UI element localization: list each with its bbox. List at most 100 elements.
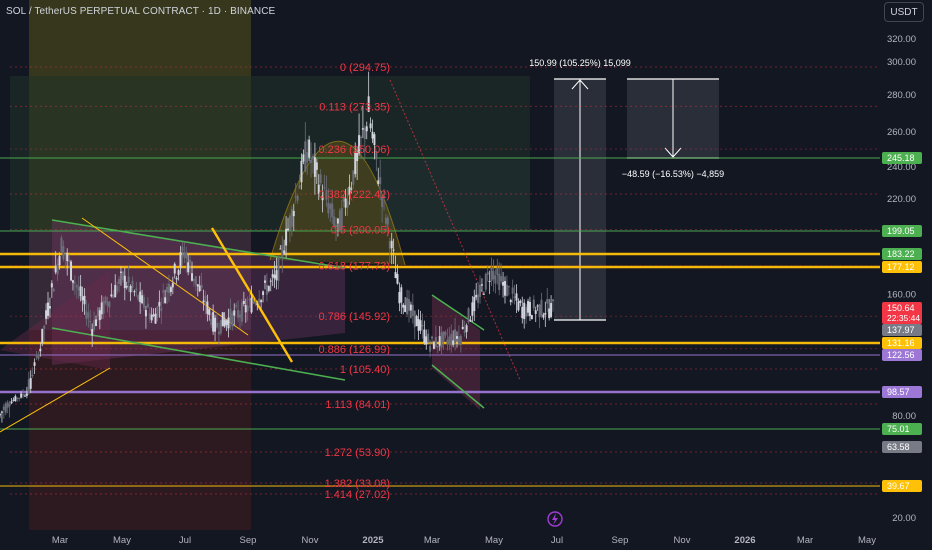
candle-body bbox=[144, 310, 147, 317]
fib-label: 0.618 (177.73) bbox=[318, 261, 390, 273]
candle-body bbox=[446, 339, 449, 345]
candle-body bbox=[281, 245, 284, 258]
fib-label: 1.382 (33.08) bbox=[325, 478, 390, 490]
horizontal-levels bbox=[0, 157, 880, 487]
candle-body bbox=[56, 263, 59, 275]
candle-body bbox=[398, 291, 401, 304]
measure-up-arrow-head bbox=[571, 79, 589, 90]
candle-body bbox=[404, 305, 407, 312]
candle-body bbox=[500, 276, 503, 282]
candle-body bbox=[457, 336, 460, 344]
price-tag-label: 199.05 bbox=[887, 226, 915, 236]
candle-body bbox=[365, 126, 368, 132]
candle-body bbox=[344, 198, 347, 208]
candle-body bbox=[14, 396, 17, 402]
candle-body bbox=[440, 332, 443, 348]
candle-body bbox=[310, 159, 313, 163]
candle-body bbox=[467, 308, 470, 323]
candle-body bbox=[208, 309, 211, 316]
currency-button[interactable]: USDT bbox=[884, 2, 924, 22]
fib-label: 0.236 (250.06) bbox=[318, 144, 390, 156]
wedge-lower-line bbox=[431, 364, 485, 409]
price-tick-label: 220.00 bbox=[887, 194, 916, 205]
candle-body bbox=[235, 305, 238, 307]
candle-body bbox=[239, 314, 242, 318]
bold-yellow-downtrend bbox=[210, 227, 294, 363]
candle-body bbox=[294, 196, 297, 198]
candle-body bbox=[505, 284, 508, 297]
candle-body bbox=[273, 274, 276, 279]
candle-body bbox=[454, 329, 457, 344]
candle-body bbox=[102, 300, 105, 314]
candle-body bbox=[384, 217, 387, 224]
candle-body bbox=[552, 299, 554, 302]
candle-body bbox=[400, 287, 403, 303]
candle-body bbox=[146, 303, 149, 308]
lightning-icon[interactable] bbox=[547, 511, 563, 527]
candle-body bbox=[315, 162, 318, 170]
candle-body bbox=[20, 393, 23, 398]
candle-body bbox=[225, 320, 228, 325]
candle-body bbox=[479, 284, 482, 297]
candle-body bbox=[413, 310, 416, 328]
candle-body bbox=[81, 296, 84, 301]
candle-body bbox=[354, 152, 357, 175]
candle-body bbox=[219, 320, 222, 334]
candle-body bbox=[290, 209, 293, 227]
candle-body bbox=[269, 280, 272, 282]
measure-down-arrow-head bbox=[664, 147, 682, 158]
candle-body bbox=[148, 313, 151, 320]
candle-body bbox=[265, 285, 268, 295]
candle-body bbox=[396, 274, 399, 284]
candle-body bbox=[37, 354, 40, 359]
candle-body bbox=[202, 300, 205, 303]
candle-body bbox=[252, 301, 255, 303]
yellow-diagonal-line bbox=[81, 217, 249, 336]
falling-wedge-fill bbox=[432, 295, 480, 410]
candle-body bbox=[521, 306, 524, 319]
candle-body bbox=[321, 195, 324, 201]
candle-body bbox=[279, 248, 282, 250]
measure-down-label: −48.59 (−16.53%) −4,859 bbox=[622, 169, 724, 179]
candle-body bbox=[288, 215, 291, 231]
candle-body bbox=[223, 319, 226, 327]
fib-label: 1.113 (84.01) bbox=[325, 399, 390, 411]
candle-body bbox=[415, 315, 418, 327]
candle-body bbox=[463, 330, 466, 333]
candle-body bbox=[550, 303, 553, 317]
candle-body bbox=[139, 291, 142, 303]
candle-body bbox=[229, 308, 232, 322]
candle-body bbox=[137, 295, 140, 300]
candle-body bbox=[527, 301, 530, 313]
candle-body bbox=[325, 189, 328, 200]
candle-body bbox=[206, 301, 209, 314]
channel-lower-line bbox=[51, 327, 346, 381]
time-tick-label: Nov bbox=[674, 535, 691, 546]
candle-body bbox=[98, 310, 101, 320]
price-tag-label: 177.12 bbox=[887, 262, 915, 272]
candle-body bbox=[158, 301, 161, 307]
candle-body bbox=[121, 271, 124, 280]
price-tick-label: 80.00 bbox=[892, 411, 916, 422]
candle-body bbox=[10, 401, 13, 404]
candle-body bbox=[423, 329, 426, 343]
time-tick-label: 2025 bbox=[362, 535, 384, 546]
candle-body bbox=[242, 300, 245, 304]
candle-body bbox=[173, 263, 176, 274]
candle-body bbox=[71, 280, 74, 283]
candle-body bbox=[8, 403, 11, 407]
candle-body bbox=[260, 300, 263, 303]
candle-body bbox=[390, 240, 393, 249]
candle-body bbox=[240, 302, 243, 322]
candle-body bbox=[417, 319, 420, 331]
candle-body bbox=[503, 281, 506, 296]
candle-body bbox=[41, 328, 44, 343]
candle-body bbox=[488, 280, 491, 283]
candle-body bbox=[327, 202, 330, 214]
symbol-title: SOL / TetherUS PERPETUAL CONTRACT · 1D ·… bbox=[6, 6, 276, 17]
candle-body bbox=[490, 266, 493, 282]
candle-body bbox=[352, 170, 355, 185]
candle-body bbox=[125, 285, 128, 288]
